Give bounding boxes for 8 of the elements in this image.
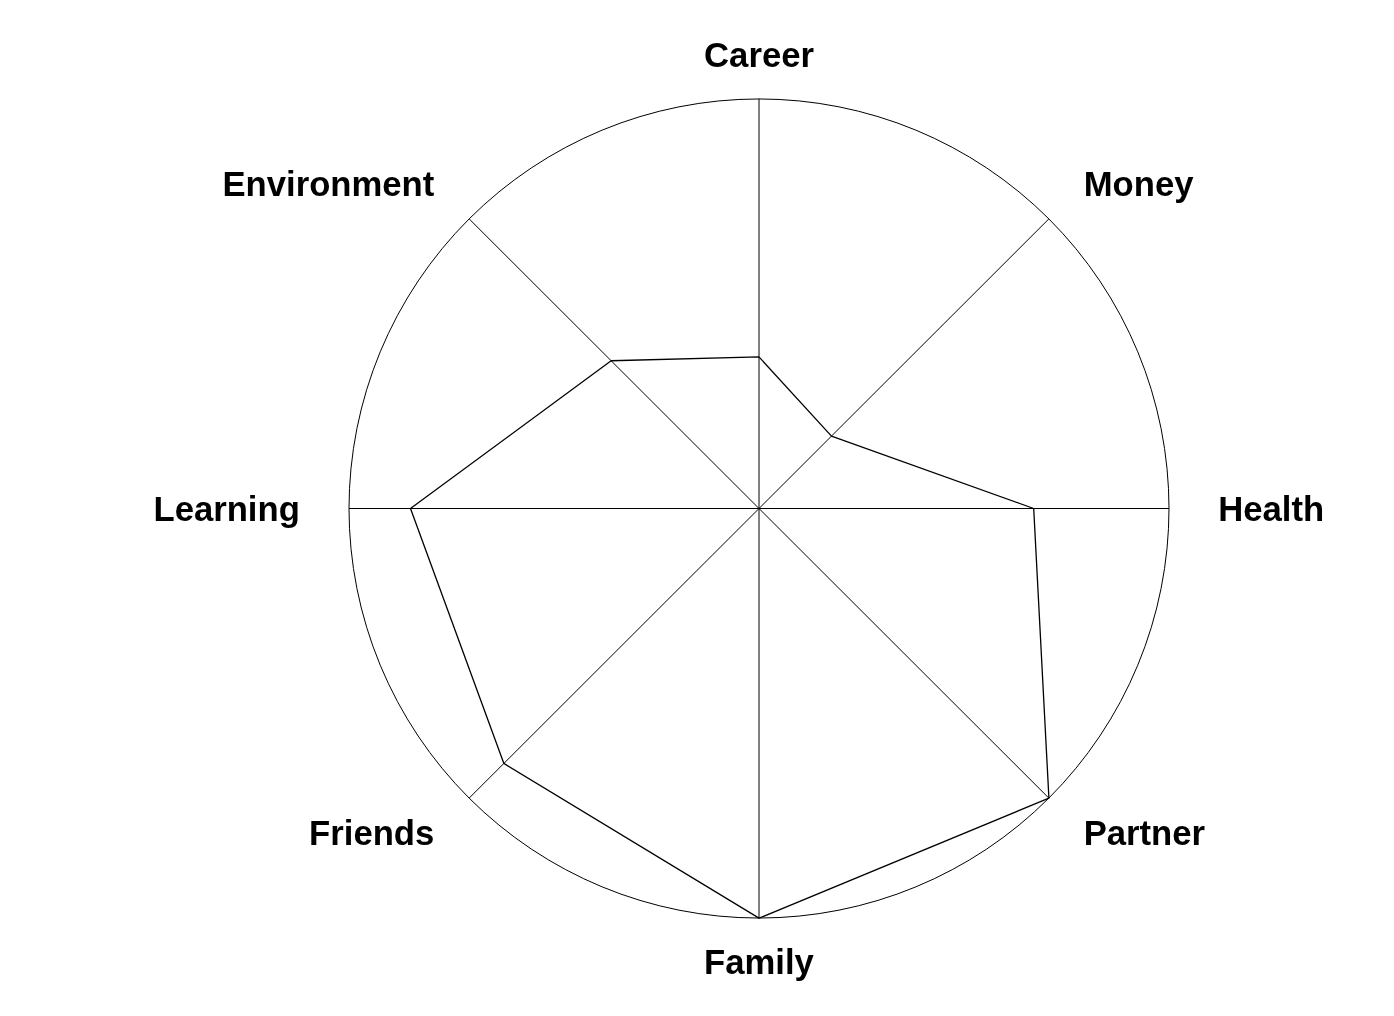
spoke-label: Money <box>1083 165 1195 204</box>
spoke-label: Career <box>704 36 814 75</box>
spoke-label: Environment <box>222 165 435 204</box>
spoke-label: Partner <box>1083 813 1206 852</box>
spoke-label: Friends <box>309 813 435 852</box>
spoke-label: Family <box>704 942 815 981</box>
spoke-label: Learning <box>153 489 300 528</box>
spoke-label: Health <box>1218 489 1325 528</box>
